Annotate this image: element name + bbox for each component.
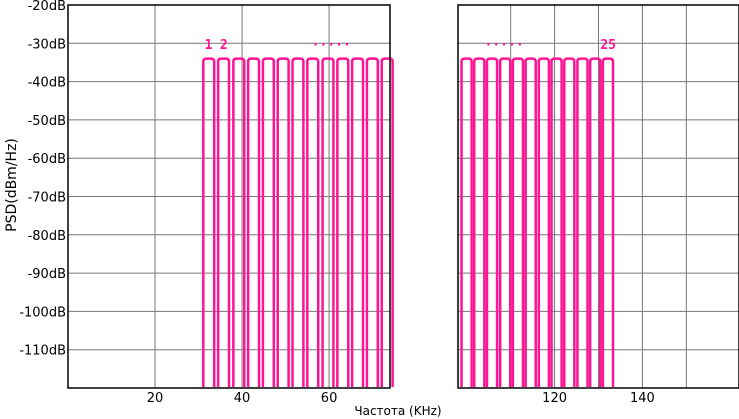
tone-annotation: 1 <box>205 38 213 53</box>
tone-6 <box>276 57 290 387</box>
tone-12 <box>365 57 380 387</box>
tone-106 <box>524 57 537 387</box>
tone-102 <box>472 57 486 387</box>
x-tick-label: 140 <box>630 391 655 406</box>
y-tick-label: -80dB <box>28 229 66 244</box>
tone-107 <box>537 57 551 387</box>
y-axis-label: PSD(dBm/Hz) <box>4 138 20 232</box>
tone-annotations: 1 2 ····· ····· 25 <box>205 38 616 53</box>
tone-110 <box>576 57 589 387</box>
x-tick-label: 120 <box>542 391 567 406</box>
tone-10 <box>336 57 350 387</box>
x-tick-label: 60 <box>321 391 338 406</box>
tone-annotation: 25 <box>600 38 616 53</box>
tone-annotation: ····· <box>312 38 351 53</box>
y-tick-label: -20dB <box>28 0 66 14</box>
tone-111 <box>588 57 602 387</box>
y-tick-label: -90dB <box>28 267 66 282</box>
y-tick-labels: -20dB -30dB -40dB -50dB -60dB -70dB -80dB -90dB… <box>19 0 66 359</box>
tone-3 <box>232 57 246 387</box>
tone-11 <box>350 57 365 387</box>
x-tick-label: 40 <box>234 391 251 406</box>
tone-112 <box>601 57 615 387</box>
x-axis-label: Частота (KHz) <box>354 404 441 418</box>
tone-105 <box>511 57 525 387</box>
tone-104 <box>498 57 512 387</box>
tone-9 <box>321 57 335 387</box>
y-tick-label: -30dB <box>28 37 66 52</box>
plot-frame-1 <box>67 4 391 389</box>
tone-103 <box>485 57 499 387</box>
x-tick-label: 20 <box>147 391 164 406</box>
y-tick-label: -70dB <box>28 191 66 206</box>
x-tick-labels: 20 40 60 120 140 <box>147 391 655 406</box>
tone-series <box>202 57 615 387</box>
tone-annotation: 2 <box>220 38 228 53</box>
plot-frames <box>67 4 739 389</box>
tone-13 <box>380 57 394 387</box>
y-tick-label: -40dB <box>28 76 66 91</box>
plot-frame-2 <box>457 4 739 389</box>
tone-annotation: ····· <box>485 38 524 53</box>
tone-8 <box>306 57 320 387</box>
tone-7 <box>291 57 305 387</box>
tone-2 <box>216 57 231 387</box>
grid-lines <box>68 4 739 388</box>
tone-4 <box>246 57 261 387</box>
y-tick-label: -60dB <box>28 152 66 167</box>
y-tick-label: -110dB <box>19 344 66 359</box>
y-tick-label: -100dB <box>19 305 66 320</box>
y-tick-label: -50dB <box>28 114 66 129</box>
tone-5 <box>261 57 276 387</box>
tone-101 <box>460 57 473 387</box>
tone-1 <box>202 57 216 387</box>
tone-108 <box>550 57 563 387</box>
tone-109 <box>563 57 576 387</box>
